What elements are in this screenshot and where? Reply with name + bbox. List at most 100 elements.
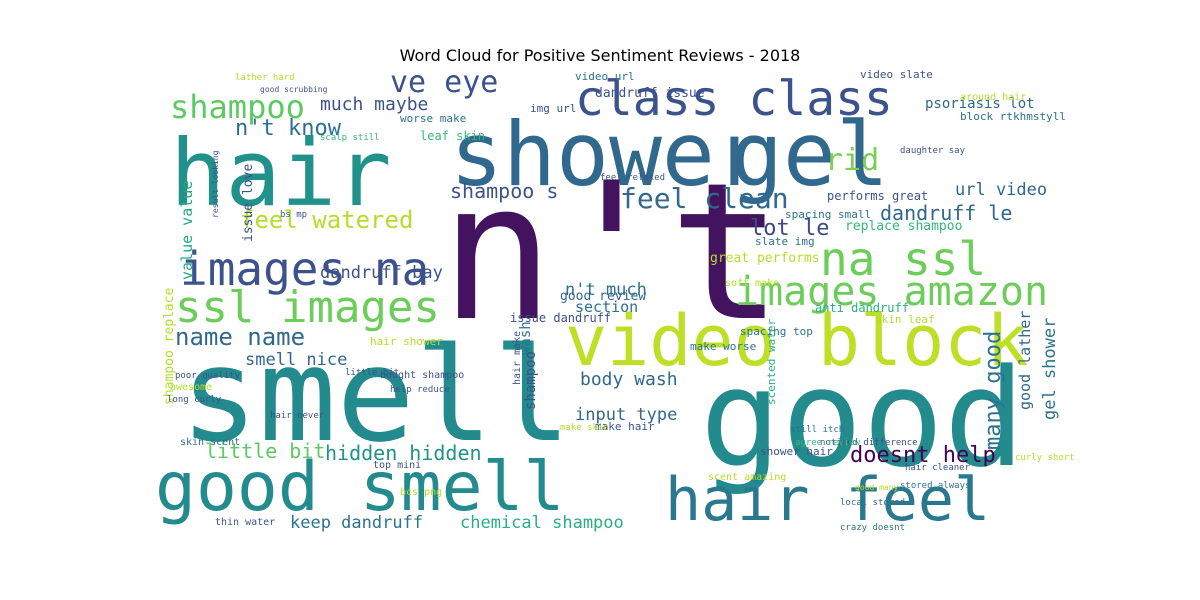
word-cloud-word: shampoo replace (162, 287, 177, 405)
word-cloud-word: good review (560, 289, 646, 304)
word-cloud-word: url video (955, 180, 1047, 200)
word-cloud-word: video slate (860, 68, 933, 81)
word-cloud-word: good many (855, 483, 899, 492)
word-cloud-word: shampoo (170, 88, 305, 126)
word-cloud-word: thin water (215, 517, 275, 528)
word-cloud-word: dandruff le (880, 201, 1012, 225)
word-cloud-word: images na (180, 242, 429, 296)
word-cloud-word: performs great (827, 189, 928, 203)
word-cloud-word: little bit (205, 439, 325, 463)
word-cloud-word: agree review (795, 438, 861, 448)
word-cloud-word: shampoo (523, 351, 539, 410)
word-cloud-word: leaf skin (420, 129, 485, 143)
word-cloud-word: slate img (755, 235, 815, 248)
word-cloud-background (150, 72, 1075, 540)
word-cloud-word: na ssl (820, 232, 986, 286)
word-cloud-word: value value (178, 181, 196, 280)
word-cloud-word: hair cleaner (905, 463, 971, 473)
word-cloud-word: great performs (710, 251, 820, 266)
word-cloud-word: keep dandruff (290, 513, 423, 533)
word-cloud-word: hair (170, 120, 392, 227)
word-cloud-word: n't know (235, 116, 342, 141)
word-cloud-word: n't much (565, 280, 647, 300)
word-cloud-word: rid (825, 143, 879, 178)
word-cloud-word: shower hair (760, 445, 833, 458)
word-cloud-word: spacing top (740, 325, 813, 338)
word-cloud-word: n't (440, 142, 783, 363)
word-cloud-word: stored always (900, 481, 970, 491)
word-cloud-word: feel watered (240, 206, 413, 234)
word-cloud-word: shower (450, 103, 768, 206)
word-cloud-word: section (575, 298, 638, 316)
word-cloud-word: issue dandruff (510, 311, 611, 325)
word-cloud-word: smell (180, 319, 571, 471)
word-cloud-word: result looking (211, 150, 220, 218)
word-cloud-word: skin leaf (875, 313, 935, 326)
word-cloud-word: video block (565, 300, 1029, 382)
word-cloud-word: replace shampoo (845, 219, 962, 234)
word-cloud-word: spacing small (785, 208, 871, 221)
word-cloud-word: bought shampoo (380, 370, 464, 381)
word-cloud-word: wash (518, 321, 534, 355)
word-cloud-word: poor quality (175, 371, 241, 381)
word-cloud-word: worse make (400, 112, 466, 125)
word-cloud-word: many good (981, 331, 1006, 450)
word-cloud-word: good scrubbing (260, 85, 328, 94)
word-cloud-word: block rtkhmstyll (960, 110, 1066, 123)
word-cloud-word: help reduce (390, 385, 450, 395)
word-cloud-word: doesnt help (850, 443, 996, 468)
word-cloud-word: ssl images (175, 282, 440, 333)
word-cloud-word: dandruff bay (320, 263, 443, 283)
word-cloud-word: smell nice (245, 350, 347, 370)
word-cloud-word: make hair (595, 420, 655, 433)
word-cloud-word: scent amazing (708, 472, 786, 483)
word-cloud-word: curly short (1015, 453, 1075, 463)
word-cloud-word: good smell (155, 448, 564, 527)
word-cloud-word: gel shower (1040, 318, 1060, 420)
chart-title: Word Cloud for Positive Sentiment Review… (399, 46, 801, 65)
word-cloud-word: class class (575, 71, 893, 127)
word-cloud-word: anti dandruff (815, 301, 909, 315)
word-cloud-word: issue love (241, 164, 256, 242)
word-cloud-word: shampoo s (450, 179, 558, 203)
word-cloud-word: scalp still (320, 133, 380, 143)
word-cloud-word: lather hard (235, 73, 295, 83)
word-cloud-word: ve eye (390, 65, 498, 100)
word-cloud-word: still itch (790, 425, 844, 435)
word-cloud-word: hidden hidden (325, 441, 482, 465)
word-cloud-word: lot le (750, 216, 829, 241)
word-cloud-word: daughter say (900, 146, 966, 156)
word-cloud-word: bcs png (400, 487, 442, 498)
word-cloud-word: good (700, 340, 1025, 497)
word-cloud-word: scented water (765, 319, 778, 405)
word-cloud-word: make worse (690, 340, 756, 353)
word-cloud-word: gel (730, 103, 889, 206)
word-cloud-word: local stored (840, 498, 905, 508)
word-cloud-word: feel relaxed (600, 173, 665, 183)
word-cloud-word: little bit (345, 368, 399, 378)
word-cloud-word: dandruff issue (595, 86, 705, 101)
word-cloud-word: input type (575, 405, 677, 425)
word-cloud-word: skin scent (180, 437, 240, 448)
word-cloud-word: hair never (270, 411, 325, 421)
word-cloud-word: hair feel (665, 465, 990, 535)
word-cloud-word: psoriasis lot (925, 96, 1035, 112)
word-cloud-word: around hair (960, 92, 1026, 103)
word-cloud-word: much maybe (320, 94, 428, 115)
word-cloud-word: images amazon (735, 269, 1048, 315)
word-cloud-word: bs mp (280, 210, 307, 220)
word-cloud-word: name name (175, 323, 305, 351)
word-cloud-word: good lather (1016, 311, 1034, 410)
word-cloud-word: hair make (512, 331, 523, 385)
word-cloud-word: img url (530, 102, 576, 115)
word-cloud-word: feel clean (620, 182, 789, 215)
word-cloud-word: video url (575, 70, 635, 83)
word-cloud-word: body wash (580, 369, 678, 390)
word-cloud-word: noticed difference (820, 438, 918, 448)
word-cloud-word: crazy doesnt (840, 523, 905, 533)
word-cloud-word: top mini (373, 460, 421, 471)
word-cloud-word: chemical shampoo (460, 513, 624, 533)
